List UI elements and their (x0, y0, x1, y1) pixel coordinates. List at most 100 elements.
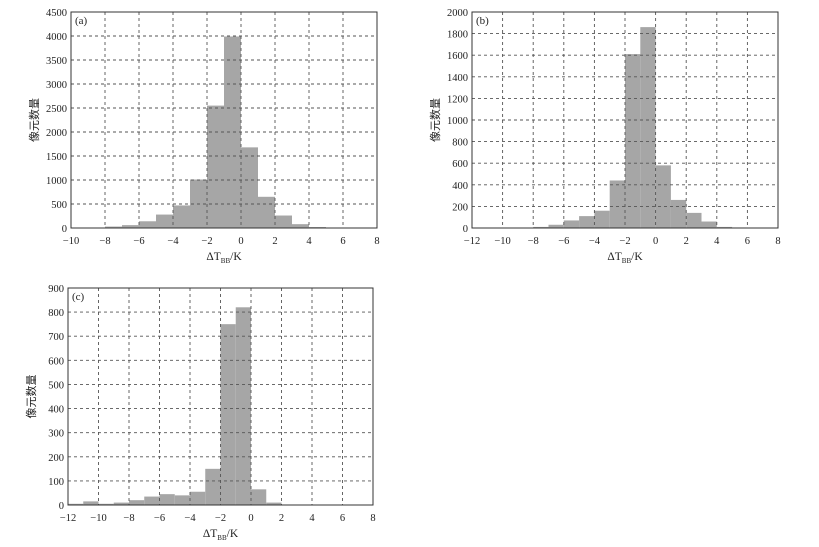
x-tick-label: −2 (619, 236, 630, 247)
x-tick-label: −12 (60, 513, 76, 524)
histogram-bar (292, 224, 309, 228)
histogram-bar (173, 205, 190, 228)
histogram-bar (190, 491, 206, 505)
histogram-bar (579, 216, 595, 228)
y-tick-label: 900 (48, 284, 64, 295)
y-tick-label: 1200 (447, 94, 468, 105)
panel-tag: (b) (476, 15, 489, 27)
x-axis-label: ΔTBB/K (206, 251, 242, 265)
histogram-bar (122, 225, 139, 228)
y-tick-label: 0 (62, 224, 67, 235)
histogram-bar (220, 324, 236, 505)
chart-panel-2: −12 −10 −8 −6 −4 −2 0 2 4 6 8 0 200 400 600 800 1000 1200… (429, 8, 781, 265)
histogram-bar (68, 503, 84, 505)
histogram-bar (207, 105, 224, 228)
y-tick-label: 1800 (447, 30, 468, 41)
histogram-bar (716, 226, 733, 228)
x-tick-label: 6 (340, 513, 345, 524)
x-tick-label: 6 (340, 236, 345, 247)
x-tick-label: −8 (99, 236, 110, 247)
x-tick-label: 6 (745, 236, 750, 247)
histogram-bar (251, 489, 267, 505)
histogram-bar (655, 165, 671, 228)
histogram-bar (139, 221, 156, 228)
histogram-bar (594, 210, 610, 228)
y-tick-label: 300 (48, 429, 64, 440)
axes-frame (70, 11, 378, 229)
y-tick-label: 3500 (46, 56, 67, 67)
x-tick-label: 4 (306, 236, 312, 247)
x-tick-label: −4 (184, 513, 196, 524)
y-axis-label: 像元数量 (25, 375, 38, 419)
y-tick-label: 800 (48, 308, 64, 319)
x-tick-label: −4 (589, 236, 601, 247)
histogram-bar (224, 36, 241, 229)
x-tick-label: 2 (279, 513, 284, 524)
x-tick-label: 8 (775, 236, 780, 247)
histogram-bar (129, 500, 145, 505)
y-tick-label: 200 (452, 202, 468, 213)
x-tick-label: −2 (215, 513, 226, 524)
histogram-bar (105, 226, 122, 228)
y-tick-label: 1000 (46, 176, 67, 187)
y-tick-label: 500 (51, 200, 67, 211)
x-tick-label: 0 (248, 513, 253, 524)
x-tick-label: 0 (653, 236, 658, 247)
x-tick-label: 2 (272, 236, 277, 247)
x-tick-label: −6 (558, 236, 569, 247)
panel-tag: (a) (75, 15, 88, 27)
histogram-bar (258, 196, 275, 228)
x-tick-label: −4 (167, 236, 179, 247)
histogram-bar (241, 147, 258, 228)
x-tick-label: 0 (238, 236, 243, 247)
axes-frame (471, 11, 779, 229)
panel-tag: (c) (72, 291, 85, 303)
y-tick-label: 800 (452, 138, 468, 149)
y-tick-label: 600 (452, 159, 468, 170)
y-tick-label: 200 (48, 453, 64, 464)
y-tick-label: 0 (59, 501, 64, 512)
histogram-bar (686, 212, 702, 228)
y-tick-label: 1400 (447, 73, 468, 84)
y-tick-label: 3000 (46, 80, 67, 91)
chart-panel-3: −12 −10 −8 −6 −4 −2 0 2 4 6 8 0 100 200 300 400 500 600 70… (25, 284, 376, 542)
histogram-bar (144, 496, 160, 505)
x-axis-label: ΔTBB/K (607, 251, 643, 265)
histogram-bar (266, 502, 282, 505)
y-axis-label: 像元数量 (429, 98, 442, 142)
histogram-bar (625, 54, 641, 229)
histogram-bar (98, 503, 114, 505)
y-tick-label: 700 (48, 332, 64, 343)
y-tick-label: 400 (48, 405, 64, 416)
x-tick-label: −2 (201, 236, 212, 247)
y-tick-label: 400 (452, 181, 468, 192)
y-tick-label: 2000 (46, 128, 67, 139)
y-tick-label: 100 (48, 477, 64, 488)
y-tick-label: 600 (48, 356, 64, 367)
x-tick-label: −6 (154, 513, 165, 524)
histogram-bar (640, 27, 656, 229)
axes-frame (67, 287, 374, 506)
histogram-bar (83, 501, 99, 505)
x-tick-label: 8 (374, 236, 379, 247)
histogram-bar (533, 226, 549, 228)
chart-panel-1: −10 −8 −6 −4 −2 0 2 4 6 8 0 500 1000 1500 2000 2500 3000… (28, 8, 380, 265)
y-tick-label: 4000 (46, 32, 67, 43)
x-tick-label: 4 (309, 513, 315, 524)
histogram-bar (701, 221, 717, 228)
histogram-bar (174, 495, 190, 505)
x-tick-label: −12 (464, 236, 480, 247)
x-tick-label: −8 (123, 513, 134, 524)
histogram-bar (205, 468, 221, 505)
y-tick-label: 0 (463, 224, 468, 235)
y-tick-label: 2500 (46, 104, 67, 115)
histogram-bar (609, 180, 625, 228)
histogram-bar (156, 214, 173, 228)
histogram-bar (275, 215, 292, 228)
x-tick-label: −10 (63, 236, 79, 247)
x-tick-label: −10 (494, 236, 510, 247)
histogram-bar (670, 199, 687, 228)
x-tick-label: 2 (684, 236, 689, 247)
y-axis-label: 像元数量 (28, 98, 41, 142)
